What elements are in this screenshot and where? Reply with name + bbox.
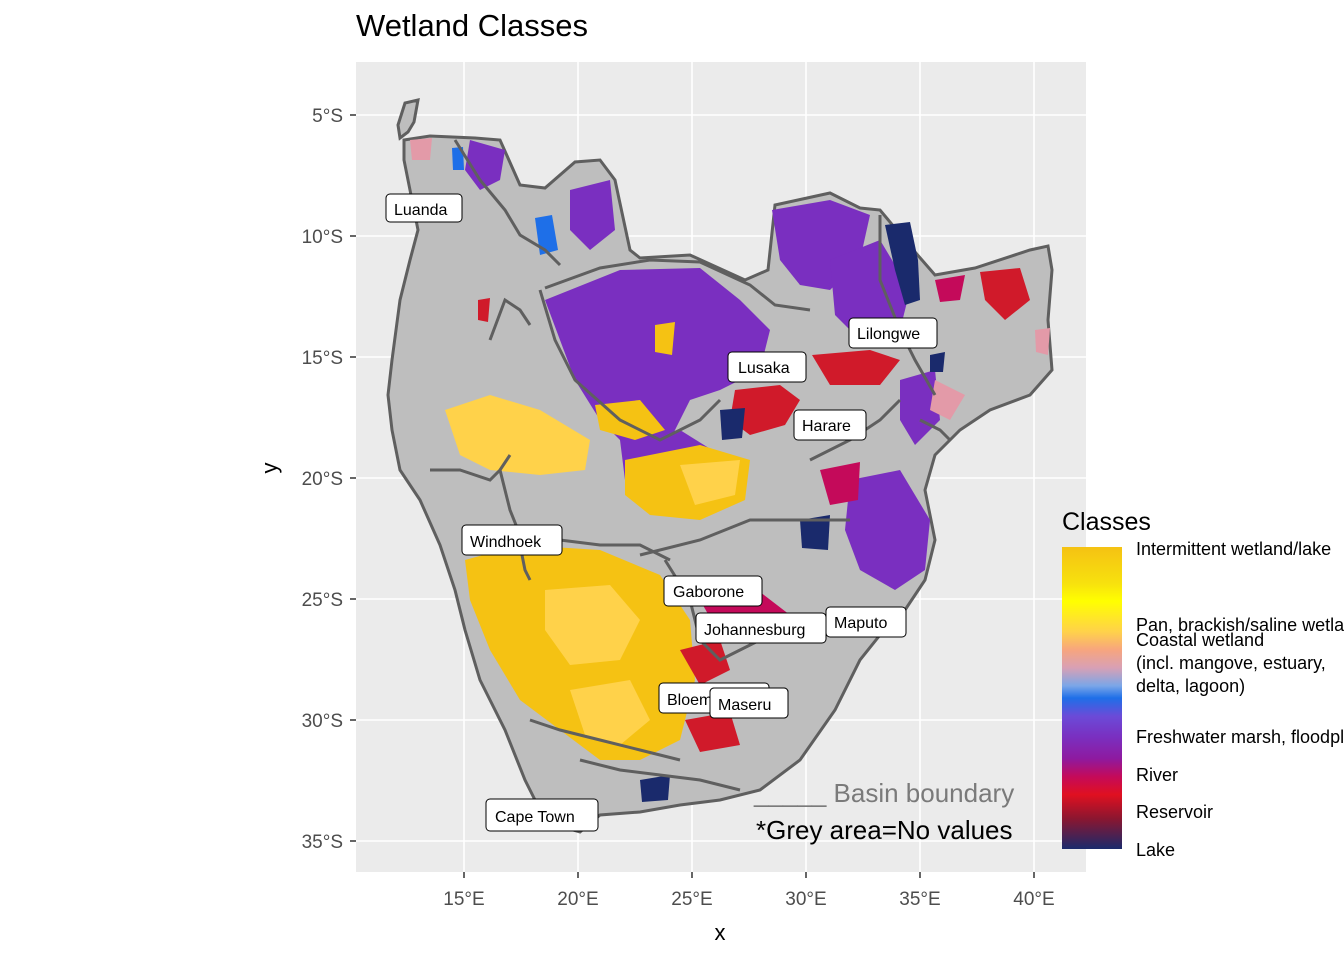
grey-area-note: *Grey area=No values (756, 815, 1013, 845)
pan-patch (680, 460, 740, 505)
x-axis: 15°E 20°E 25°E 30°E 35°E 40°E x (443, 872, 1055, 945)
label-overlap (709, 687, 789, 719)
legend-label: Coastal wetland (1136, 630, 1265, 650)
y-tick-label: 10°S (302, 227, 343, 248)
x-tick-label: 25°E (671, 889, 712, 910)
intermittent-patch (655, 322, 675, 355)
y-tick-label: 15°S (302, 348, 343, 369)
y-tick-label: 35°S (302, 832, 343, 853)
x-tick-label: 35°E (899, 889, 940, 910)
pan-patch (545, 585, 640, 665)
legend-label: Lake (1136, 840, 1176, 860)
reservoir-patch (730, 385, 800, 435)
y-tick-label: 20°S (302, 469, 343, 490)
city-label: Maseru (718, 697, 771, 714)
y-axis: 5°S 10°S 15°S 20°S 25°S 30°S 35°S y (257, 106, 356, 853)
x-tick-label: 20°E (557, 889, 598, 910)
coastal-patch (410, 138, 432, 160)
lake-patch (720, 408, 745, 440)
city-label: Lilongwe (857, 326, 920, 343)
x-tick-label: 15°E (443, 889, 484, 910)
legend-label: Freshwater marsh, floodplain (1136, 727, 1344, 747)
lake-patch (930, 352, 945, 372)
freshwater-patch (845, 470, 930, 590)
legend-label: delta, lagoon) (1136, 676, 1246, 696)
floodplain-patch (535, 215, 558, 255)
city-label: Lusaka (738, 360, 790, 377)
coastal-patch (1035, 328, 1050, 355)
legend-colorbar (1062, 547, 1122, 849)
reservoir-patch (478, 298, 490, 322)
city-label: Luanda (394, 202, 447, 219)
basin-boundary-note: _____ Basin boundary (754, 778, 1015, 808)
legend-label: River (1136, 765, 1179, 785)
floodplain-patch (452, 147, 464, 170)
map-title: Wetland Classes (356, 8, 589, 43)
wetland-patches (410, 138, 1050, 802)
legend-label: Pan, brackish/saline wetland (1136, 615, 1344, 635)
legend-title: Classes (1062, 508, 1151, 536)
y-tick-label: 5°S (312, 106, 343, 127)
river-patch (820, 462, 860, 505)
pan-patch (570, 680, 650, 745)
freshwater-patch (465, 140, 505, 190)
city-label: Gaborone (673, 584, 744, 601)
y-tick-label: 30°S (302, 711, 343, 732)
city-label: Johannesburg (704, 622, 805, 639)
city-label: Maputo (834, 615, 887, 632)
x-tick-label: 40°E (1013, 889, 1054, 910)
city-label: Cape Town (495, 809, 575, 826)
lake-patch (885, 222, 920, 305)
x-axis-title: x (715, 920, 726, 945)
reservoir-patch (812, 350, 900, 385)
freshwater-patch (830, 240, 910, 340)
city-label: Windhoek (470, 534, 542, 551)
legend-label: (incl. mangove, estuary, (1136, 653, 1326, 673)
reservoir-patch (980, 268, 1030, 320)
x-tick-label: 30°E (785, 889, 826, 910)
lake-patch (800, 515, 830, 550)
river-patch (935, 275, 965, 302)
y-axis-title: y (257, 463, 282, 474)
reservoir-patch (685, 712, 740, 752)
reservoir-patch (680, 640, 730, 685)
legend-label: Intermittent wetland/lake (1136, 539, 1332, 559)
pan-patch (445, 395, 590, 475)
city-label: Harare (802, 418, 851, 435)
intermittent-patch (595, 400, 665, 440)
lake-patch (640, 775, 670, 802)
y-tick-label: 25°S (302, 590, 343, 611)
freshwater-patch (570, 180, 615, 250)
legend-label: Reservoir (1136, 802, 1214, 822)
coastal-patch (930, 380, 965, 420)
